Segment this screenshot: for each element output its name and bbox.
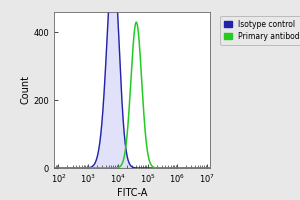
Y-axis label: Count: Count xyxy=(21,75,31,104)
X-axis label: FITC-A: FITC-A xyxy=(117,188,147,198)
Legend: Isotype control, Primary antibody: Isotype control, Primary antibody xyxy=(220,16,300,45)
